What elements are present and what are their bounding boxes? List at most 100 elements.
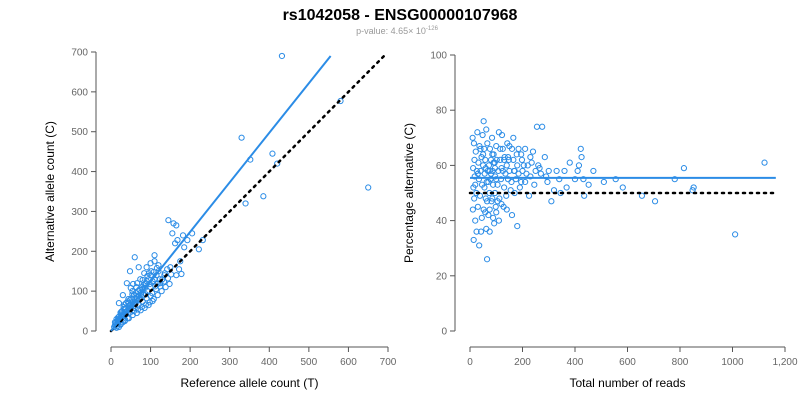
chart-allele-counts: 0 100 200 300 400 500 600 700 0 100 200 300 400 500 60… [43,48,397,391]
data-point [470,165,477,172]
data-point [489,195,496,202]
data-point [478,214,485,221]
data-point [495,129,502,136]
data-point [121,305,128,312]
data-point [501,154,508,161]
data-point [178,270,185,278]
data-point [506,142,513,150]
x-tick-label: 400 [567,357,584,368]
data-point [119,292,126,299]
data-point [485,178,492,186]
data-point [563,184,570,191]
data-point [501,184,508,191]
data-point [470,140,478,147]
data-point [545,167,552,175]
data-point [147,292,154,300]
data-point [580,176,587,183]
data-point [175,266,183,273]
data-point [512,176,520,183]
x-tick-label: 300 [221,357,238,368]
data-point [566,159,573,166]
chart-percentage-alternative: 0 200 400 600 800 1000 1,200 0 20 40 60 80 100 Total … [402,51,798,391]
data-point [732,231,739,238]
x-tick-label: 200 [514,357,531,368]
data-point [487,170,495,177]
data-point [488,198,495,205]
x-tick-label: 1,200 [772,357,797,368]
data-point [556,176,563,183]
data-point [619,184,626,191]
data-point [472,181,479,188]
data-point [585,181,592,188]
data-point [481,145,488,152]
data-point [535,162,542,169]
data-point [474,170,481,177]
data-point [476,142,483,150]
y-tick-label: 40 [436,216,448,227]
data-point [260,193,267,200]
data-point [600,178,607,186]
data-point [173,272,180,279]
data-point [179,232,187,239]
data-point [169,230,176,237]
data-point [278,52,286,60]
data-point [474,129,481,136]
data-point [177,258,184,265]
data-point [495,217,502,224]
data-point [690,184,697,191]
data-point [503,162,510,169]
data-point [548,198,555,205]
data-point [497,156,504,163]
data-point [129,291,136,298]
data-point [575,162,583,169]
data-point [520,162,527,169]
x-tick-label: 1000 [721,357,744,368]
y-tick-label: 300 [71,207,88,218]
x-tick-label: 700 [380,357,397,368]
data-point [590,167,597,175]
x-tick-label: 800 [672,357,689,368]
data-point [490,214,497,221]
p-value-exponent: -126 [426,26,439,32]
y-tick-label: 400 [71,167,88,178]
data-point [480,118,487,125]
data-point [543,173,550,180]
data-point [511,167,518,175]
data-point [125,296,132,303]
p-value-label: p-value: 4.65× 10-126 [356,26,438,36]
data-point [522,145,529,152]
data-point [537,170,544,177]
data-point [518,156,526,163]
data-point [577,145,584,152]
data-point [531,181,538,188]
data-point [118,308,125,315]
data-point [471,195,478,202]
data-point [141,304,148,311]
data-point [164,275,172,282]
x-axis-label: Total number of reads [569,376,685,390]
data-point [491,165,499,172]
data-point [503,206,510,213]
data-point [168,271,175,278]
y-tick-label: 80 [436,106,448,117]
data-point [121,301,128,308]
data-point [135,264,142,271]
data-point [129,288,136,295]
x-tick-label: 600 [340,357,357,368]
x-tick-label: 600 [619,357,636,368]
data-point [472,148,479,155]
data-point [482,165,489,172]
data-point [516,184,523,191]
data-point [155,268,162,275]
data-point [483,198,491,205]
y-tick-label: 100 [430,51,447,62]
x-tick-label: 500 [301,357,318,368]
data-point [141,270,148,277]
data-point [507,187,514,194]
y-tick-label: 20 [436,271,448,282]
data-point [508,178,515,186]
data-point [477,228,485,235]
data-point [469,134,476,141]
data-point [553,167,560,175]
data-point [482,209,489,216]
